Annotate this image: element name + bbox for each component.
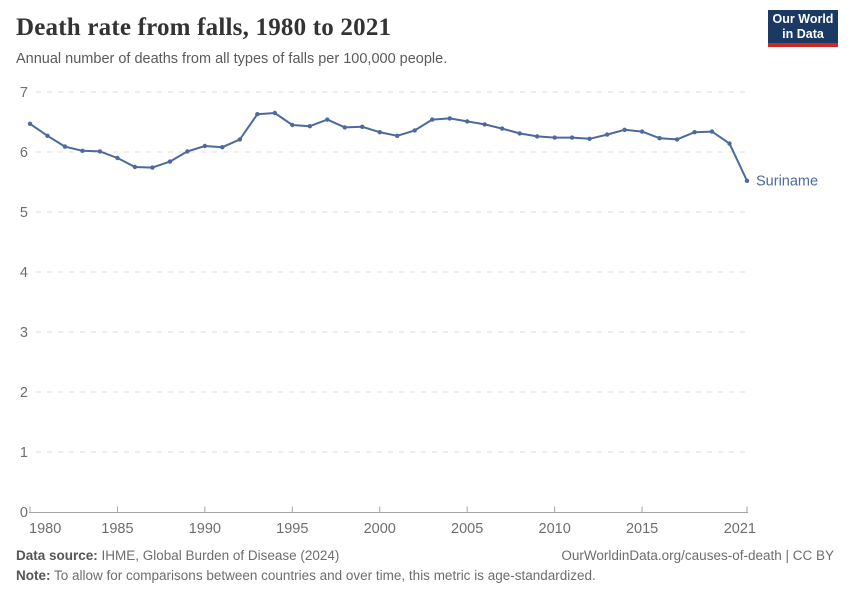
data-point bbox=[255, 112, 260, 117]
y-axis-tick-label: 7 bbox=[20, 85, 28, 101]
data-point bbox=[97, 149, 103, 154]
data-point bbox=[167, 159, 173, 164]
data-source-text: Data source: IHME, Global Burden of Dise… bbox=[16, 546, 339, 566]
attribution-text: OurWorldinData.org/causes-of-death | CC … bbox=[561, 548, 834, 563]
y-axis-tick-label: 4 bbox=[20, 265, 28, 281]
data-point bbox=[534, 134, 540, 139]
data-point bbox=[290, 122, 295, 128]
data-point bbox=[237, 137, 243, 142]
data-point bbox=[272, 110, 278, 116]
chart-title: Death rate from falls, 1980 to 2021 bbox=[16, 14, 392, 41]
note-value: To allow for comparisons between countri… bbox=[50, 568, 596, 583]
note-text: Note: To allow for comparisons between c… bbox=[16, 566, 596, 586]
x-axis-tick-label: 1995 bbox=[276, 521, 308, 537]
data-point bbox=[220, 145, 225, 150]
x-axis-tick-label: 1980 bbox=[29, 521, 61, 537]
owid-logo-text: Our World in Data bbox=[773, 12, 834, 42]
data-point bbox=[569, 135, 575, 140]
data-point bbox=[464, 119, 470, 124]
owid-logo-line1: Our World bbox=[772, 11, 834, 26]
data-point bbox=[447, 116, 452, 121]
y-axis-tick-label: 6 bbox=[20, 145, 28, 161]
x-axis-tick-label: 1990 bbox=[189, 521, 221, 537]
data-point bbox=[622, 127, 627, 132]
data-point bbox=[185, 149, 190, 154]
y-axis-tick-label: 3 bbox=[20, 325, 28, 341]
x-axis-tick-label: 2015 bbox=[626, 521, 658, 537]
data-point bbox=[360, 124, 365, 129]
data-point bbox=[342, 125, 347, 130]
data-point bbox=[150, 165, 155, 170]
x-axis-tick-label: 2010 bbox=[539, 521, 571, 537]
chart-subtitle: Annual number of deaths from all types o… bbox=[16, 51, 448, 67]
entity-label: Suriname bbox=[756, 173, 818, 189]
data-point bbox=[499, 126, 505, 131]
data-point bbox=[482, 122, 487, 127]
data-source-value: IHME, Global Burden of Disease (2024) bbox=[97, 548, 340, 563]
data-point bbox=[692, 130, 697, 135]
data-point bbox=[27, 121, 33, 127]
data-point bbox=[587, 136, 592, 141]
data-point bbox=[430, 117, 435, 122]
data-point bbox=[115, 155, 120, 161]
data-point bbox=[45, 133, 50, 138]
data-point bbox=[80, 148, 85, 153]
x-axis-tick-label: 1985 bbox=[101, 521, 133, 537]
data-point bbox=[552, 135, 557, 140]
data-point bbox=[412, 128, 417, 133]
data-point bbox=[377, 130, 382, 135]
x-axis-tick-label: 2021 bbox=[724, 521, 756, 537]
data-point bbox=[517, 131, 522, 136]
data-point bbox=[202, 143, 208, 149]
x-axis-tick-label: 2005 bbox=[451, 521, 483, 537]
owid-logo[interactable]: Our World in Data bbox=[768, 10, 838, 47]
x-axis-tick-label: 2000 bbox=[364, 521, 396, 537]
data-point bbox=[604, 132, 610, 137]
chart-footer: Data source: IHME, Global Burden of Dise… bbox=[16, 546, 834, 586]
y-axis-tick-label: 5 bbox=[20, 205, 28, 221]
data-point bbox=[325, 117, 330, 122]
data-source-label: Data source: bbox=[16, 548, 98, 563]
data-point bbox=[639, 129, 645, 134]
data-point bbox=[62, 144, 68, 149]
owid-logo-line2: in Data bbox=[782, 26, 824, 41]
data-point bbox=[744, 178, 750, 183]
note-label: Note: bbox=[16, 568, 51, 583]
data-point bbox=[709, 129, 715, 134]
data-line bbox=[29, 112, 748, 182]
data-point bbox=[727, 141, 732, 146]
y-axis-tick-label: 0 bbox=[20, 505, 28, 521]
y-axis-tick-label: 2 bbox=[20, 385, 28, 401]
data-point bbox=[674, 137, 680, 142]
data-point bbox=[132, 164, 138, 170]
data-point bbox=[657, 136, 662, 141]
data-point bbox=[395, 133, 400, 138]
y-axis-tick-label: 1 bbox=[20, 445, 28, 461]
data-point bbox=[307, 124, 313, 129]
